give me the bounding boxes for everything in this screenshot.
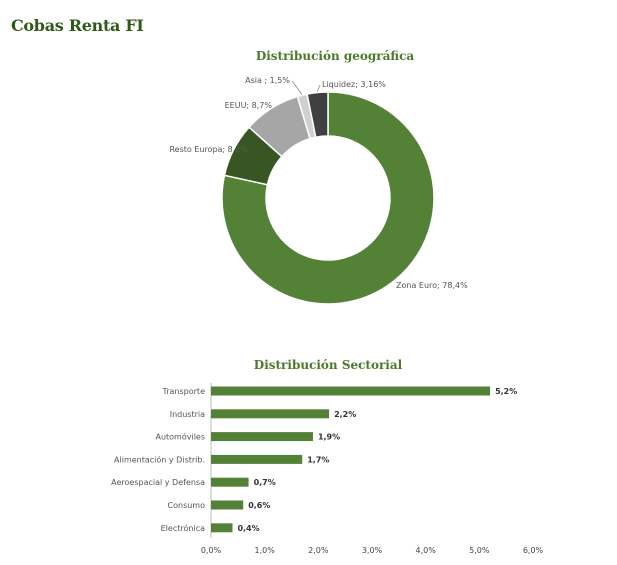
bar-industria [211, 409, 330, 419]
bar-x-tick: 0,0% [201, 546, 222, 555]
bar-consumo [211, 500, 244, 510]
sector-bar-chart: Distribución Sectorial Transporte 5,2% Ind… [111, 358, 543, 555]
bar-category-industria: Industria [170, 410, 205, 419]
pie-leader-line-asia [291, 80, 303, 95]
pie-label-zona-euro: Zona Euro; 78,4% [396, 281, 468, 290]
bar-automoviles [211, 432, 313, 442]
pie-label-asia: Asia ; 1,5% [245, 76, 290, 85]
bar-value-consumo: 0,6% [248, 501, 270, 510]
bar-value-automoviles: 1,9% [318, 433, 340, 442]
bar-x-tick: 1,0% [255, 546, 276, 555]
pie-label-eeuu: EEUU; 8,7% [225, 101, 273, 110]
bar-category-electronica: Electrónica [161, 523, 205, 533]
pie-label-resto-europa: Resto Europa; 8,2% [169, 145, 248, 154]
bar-value-electronica: 0,4% [237, 524, 259, 533]
bar-chart-title: Distribución Sectorial [254, 358, 403, 372]
bar-category-consumo: Consumo [168, 501, 206, 510]
pie-chart-title: Distribución geográfica [256, 49, 415, 63]
page-title: Cobas Renta FI [11, 16, 144, 35]
bar-value-transporte: 5,2% [495, 387, 517, 396]
bar-aeroespacial-y-defensa [211, 477, 249, 487]
bar-category-transporte: Transporte [162, 387, 206, 396]
bar-x-tick: 3,0% [362, 546, 383, 555]
geographic-donut-chart: Distribución geográfica Zona Euro; 78,4%… [169, 49, 468, 305]
pie-leader-line-liquidez [317, 84, 321, 92]
bar-x-tick: 6,0% [523, 546, 544, 555]
bar-alimentacion-y-distrib [211, 454, 303, 464]
bar-transporte [211, 386, 491, 396]
bar-value-aeroespacial-y-defensa: 0,7% [254, 478, 276, 487]
pie-slice-liquidez [306, 91, 329, 139]
bar-category-alimentacion-y-distrib: Alimentación y Distrib. [114, 454, 205, 464]
bar-x-tick: 5,0% [469, 546, 490, 555]
bar-category-automoviles: Automóviles [155, 432, 205, 442]
bar-x-tick: 2,0% [308, 546, 329, 555]
bar-electronica [211, 523, 233, 533]
pie-slice-zona-euro [221, 91, 435, 305]
pie-label-liquidez: Liquidez; 3,16% [322, 80, 386, 89]
bar-value-alimentacion-y-distrib: 1,7% [307, 455, 329, 464]
bar-category-aeroespacial-y-defensa: Aeroespacial y Defensa [111, 478, 205, 487]
bar-value-industria: 2,2% [334, 410, 356, 419]
bar-x-tick: 4,0% [416, 546, 437, 555]
